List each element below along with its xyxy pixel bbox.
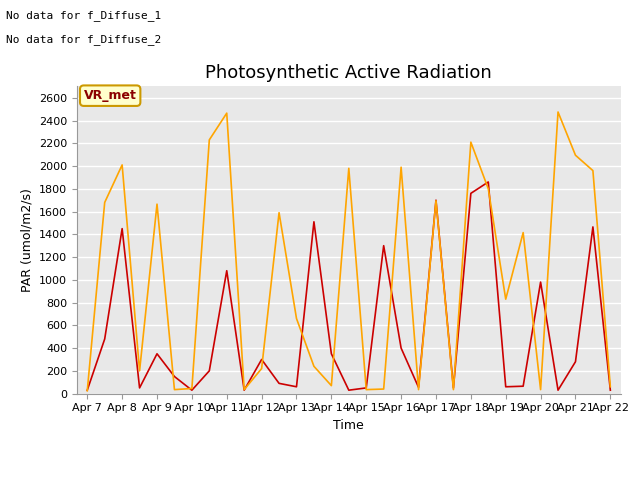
PAR in bbox=[397, 345, 405, 351]
PAR in bbox=[153, 351, 161, 357]
PAR out bbox=[223, 110, 230, 116]
PAR in bbox=[310, 219, 318, 225]
PAR out bbox=[484, 186, 492, 192]
PAR out bbox=[537, 387, 545, 393]
PAR out bbox=[572, 152, 579, 158]
PAR out bbox=[467, 139, 475, 145]
PAR out bbox=[258, 366, 266, 372]
PAR in bbox=[484, 179, 492, 185]
PAR out bbox=[345, 166, 353, 171]
Text: No data for f_Diffuse_2: No data for f_Diffuse_2 bbox=[6, 34, 162, 45]
Line: PAR in: PAR in bbox=[87, 182, 611, 390]
PAR out bbox=[118, 162, 126, 168]
PAR in bbox=[449, 385, 457, 391]
PAR in bbox=[502, 384, 509, 390]
PAR in bbox=[136, 385, 143, 391]
PAR out bbox=[415, 387, 422, 393]
PAR in bbox=[101, 336, 109, 342]
PAR out bbox=[136, 368, 143, 374]
PAR out bbox=[310, 363, 318, 369]
PAR in bbox=[171, 373, 179, 379]
PAR out bbox=[449, 387, 457, 393]
PAR in bbox=[572, 359, 579, 365]
PAR in bbox=[467, 191, 475, 196]
PAR in bbox=[258, 357, 266, 362]
PAR in bbox=[537, 279, 545, 285]
PAR out bbox=[153, 201, 161, 207]
PAR out bbox=[328, 383, 335, 388]
PAR out bbox=[432, 198, 440, 204]
Text: No data for f_Diffuse_1: No data for f_Diffuse_1 bbox=[6, 10, 162, 21]
PAR out bbox=[589, 168, 596, 173]
PAR out bbox=[502, 296, 509, 302]
PAR out bbox=[188, 385, 196, 391]
PAR out bbox=[101, 200, 109, 205]
PAR in bbox=[345, 387, 353, 393]
PAR in bbox=[519, 384, 527, 389]
PAR in bbox=[607, 387, 614, 393]
Y-axis label: PAR (umol/m2/s): PAR (umol/m2/s) bbox=[20, 188, 33, 292]
PAR out bbox=[292, 316, 300, 322]
PAR in bbox=[380, 243, 387, 249]
PAR in bbox=[83, 387, 91, 393]
PAR in bbox=[415, 384, 422, 390]
PAR in bbox=[432, 197, 440, 203]
PAR in bbox=[223, 268, 230, 274]
Text: VR_met: VR_met bbox=[84, 89, 136, 102]
PAR in bbox=[241, 387, 248, 393]
Legend: PAR in, PAR out: PAR in, PAR out bbox=[235, 478, 463, 480]
X-axis label: Time: Time bbox=[333, 419, 364, 432]
PAR out bbox=[275, 210, 283, 216]
PAR in bbox=[554, 387, 562, 393]
PAR in bbox=[589, 224, 596, 230]
PAR out bbox=[554, 109, 562, 115]
PAR out bbox=[380, 386, 387, 392]
PAR in bbox=[188, 387, 196, 393]
PAR out bbox=[397, 164, 405, 170]
PAR in bbox=[328, 351, 335, 357]
PAR out bbox=[519, 230, 527, 236]
PAR in bbox=[275, 381, 283, 386]
PAR out bbox=[205, 137, 213, 143]
PAR in bbox=[292, 384, 300, 390]
PAR out bbox=[607, 384, 614, 390]
PAR out bbox=[83, 388, 91, 394]
PAR in bbox=[118, 226, 126, 231]
PAR out bbox=[362, 387, 370, 393]
Line: PAR out: PAR out bbox=[87, 112, 611, 391]
PAR out bbox=[241, 387, 248, 393]
PAR in bbox=[362, 385, 370, 391]
PAR out bbox=[171, 387, 179, 393]
PAR in bbox=[205, 368, 213, 374]
Title: Photosynthetic Active Radiation: Photosynthetic Active Radiation bbox=[205, 64, 492, 82]
